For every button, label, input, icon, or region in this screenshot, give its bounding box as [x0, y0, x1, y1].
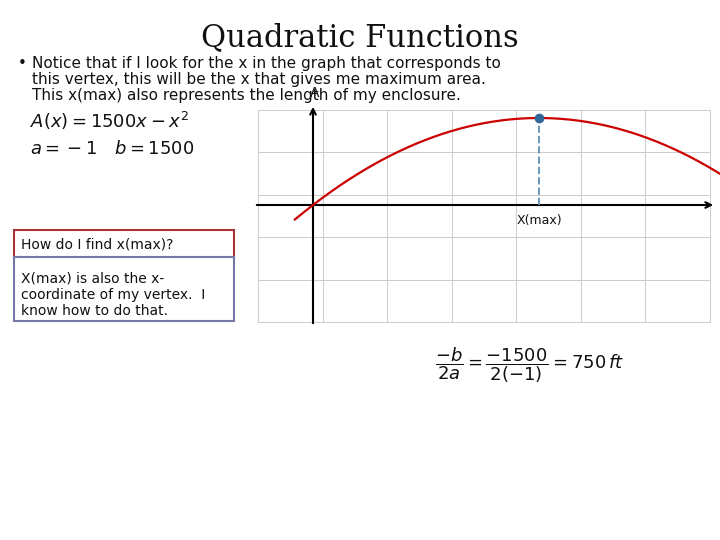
Text: •: •: [18, 56, 27, 71]
FancyBboxPatch shape: [14, 230, 234, 258]
Text: Notice that if I look for the x in the graph that corresponds to: Notice that if I look for the x in the g…: [32, 56, 501, 71]
Text: $a = -1 \quad b = 1500$: $a = -1 \quad b = 1500$: [30, 140, 194, 158]
Text: How do I find x(max)?: How do I find x(max)?: [21, 237, 174, 251]
Text: coordinate of my vertex.  I: coordinate of my vertex. I: [21, 288, 205, 302]
Text: $A(x) = 1500x - x^{2}$: $A(x) = 1500x - x^{2}$: [30, 110, 189, 132]
Text: X(max): X(max): [516, 214, 562, 227]
Text: A: A: [310, 86, 320, 100]
Text: this vertex, this will be the x that gives me maximum area.: this vertex, this will be the x that giv…: [32, 72, 486, 87]
Text: This x(max) also represents the length of my enclosure.: This x(max) also represents the length o…: [32, 88, 461, 103]
Text: X(max) is also the x-: X(max) is also the x-: [21, 272, 164, 286]
Text: $\dfrac{-b}{2a} = \dfrac{-1500}{2(-1)} = 750\,ft$: $\dfrac{-b}{2a} = \dfrac{-1500}{2(-1)} =…: [436, 345, 625, 385]
Text: know how to do that.: know how to do that.: [21, 304, 168, 318]
FancyBboxPatch shape: [14, 257, 234, 321]
Text: Quadratic Functions: Quadratic Functions: [201, 22, 519, 53]
